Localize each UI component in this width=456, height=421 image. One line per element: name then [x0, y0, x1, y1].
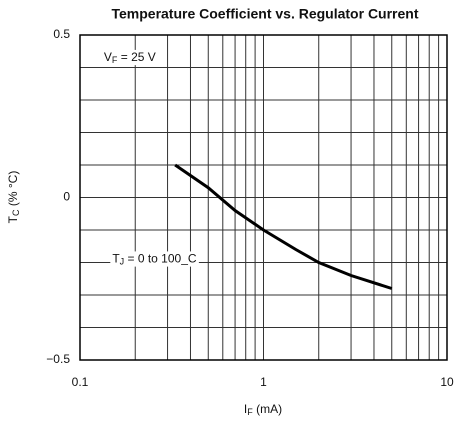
- annotation-bg: [101, 49, 158, 66]
- curve: [174, 163, 393, 290]
- annotation: VF = 25 V: [104, 50, 156, 65]
- annotation: TJ = 0 to 100_C: [112, 251, 197, 266]
- x-tick-label: 0.1: [72, 375, 89, 389]
- chart-title: Temperature Coefficient vs. Regulator Cu…: [111, 6, 418, 22]
- y-axis-label: TC (% °C): [6, 171, 21, 224]
- annotation-text: = 25 V: [117, 50, 155, 64]
- annotation-text: V: [104, 50, 112, 64]
- plot-frame: [79, 34, 448, 361]
- x-axis-label: IF (mA): [244, 402, 282, 417]
- y-tick-label: 0: [63, 190, 70, 204]
- x-tick-label: 1: [260, 375, 267, 389]
- annotation-sub: F: [112, 55, 118, 65]
- y-tick-label: 0.5: [53, 27, 70, 41]
- y-tick-label: −0.5: [46, 352, 70, 366]
- annotation-text: T: [112, 251, 120, 265]
- annotation-bg: [110, 251, 199, 267]
- x-tick-label: 10: [440, 375, 454, 389]
- annotation-sub: J: [120, 257, 125, 267]
- annotation-text: = 0 to 100_C: [124, 251, 197, 265]
